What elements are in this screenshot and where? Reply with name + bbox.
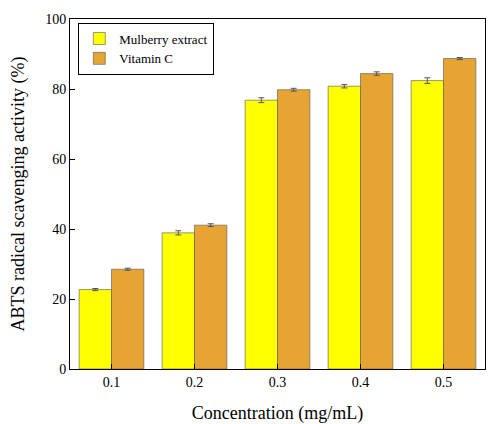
svg-text:Vitamin C: Vitamin C [119, 51, 173, 66]
svg-text:0.4: 0.4 [352, 375, 370, 390]
svg-text:40: 40 [52, 222, 66, 237]
svg-text:0.2: 0.2 [186, 375, 204, 390]
svg-text:0.5: 0.5 [435, 375, 453, 390]
svg-text:ABTS radical scavenging activi: ABTS radical scavenging activity (%) [8, 57, 29, 332]
svg-text:0.1: 0.1 [103, 375, 121, 390]
svg-text:0: 0 [59, 362, 66, 377]
svg-text:80: 80 [52, 82, 66, 97]
svg-text:0.3: 0.3 [269, 375, 287, 390]
svg-text:60: 60 [52, 152, 66, 167]
svg-text:Concentration (mg/mL): Concentration (mg/mL) [192, 403, 363, 424]
svg-text:Mulberry extract: Mulberry extract [119, 32, 207, 47]
svg-text:100: 100 [45, 12, 66, 27]
svg-text:20: 20 [52, 292, 66, 307]
